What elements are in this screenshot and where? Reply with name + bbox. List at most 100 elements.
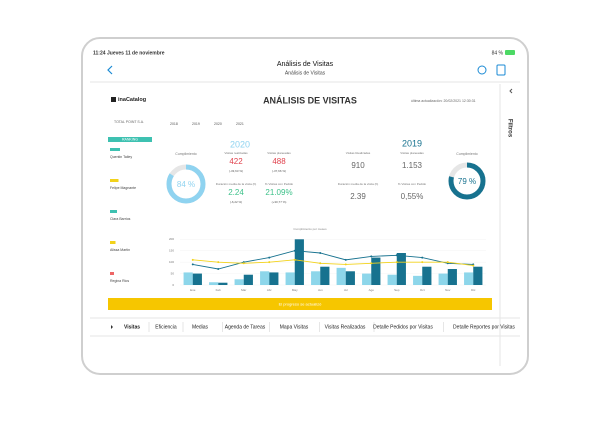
chart-title: Cumplimiento por meses (293, 227, 327, 231)
x-tick-label: Dic (471, 288, 476, 292)
bar (473, 266, 483, 285)
kpi-value: 2.39 (350, 192, 366, 201)
line-point (344, 263, 347, 266)
tab[interactable]: Detalle Reportes por Visitas (453, 324, 515, 330)
kpi-value: 488 (272, 157, 286, 166)
ranking-name[interactable]: Clara Barrios (110, 217, 131, 221)
bar (209, 282, 219, 285)
line-point (421, 261, 424, 264)
bar (269, 272, 279, 285)
ranking-bar (108, 137, 152, 142)
line-point (268, 256, 271, 259)
year-filter[interactable]: 2020 (214, 122, 222, 126)
line-point (293, 258, 296, 261)
line-point (191, 263, 194, 266)
kpi-label: % Visitas con Pedido (265, 182, 293, 186)
kpi-change: (-6,22 %) (230, 200, 242, 204)
kpi-value: 1.153 (402, 161, 423, 170)
bar (218, 282, 228, 285)
tab[interactable]: Visitas (124, 324, 140, 330)
company: TOTAL POINT S.A. (114, 120, 144, 124)
tab[interactable]: Detalle Pedidos por Visitas (373, 324, 433, 330)
tab[interactable]: Mapa Visitas (280, 324, 309, 330)
y-tick-label: 200 (169, 237, 174, 241)
bar (387, 274, 397, 285)
line-point (472, 264, 475, 267)
banner (108, 298, 492, 310)
time: 11:24 (93, 50, 106, 56)
line-point (370, 262, 373, 265)
date: Jueves 11 de noviembre (107, 50, 165, 56)
tab[interactable]: Medias (192, 324, 209, 330)
tab[interactable]: Eficiencia (155, 324, 177, 330)
ranking-bar (110, 241, 116, 244)
bar (192, 273, 202, 285)
bar (260, 271, 270, 285)
bar (362, 273, 372, 285)
kpi-change: (-33,63 %) (229, 169, 243, 173)
ranking-name[interactable]: Felipe Magnante (110, 186, 136, 190)
bar (183, 272, 193, 285)
last-update: última actualización: 20/02/2021 12:30:3… (411, 99, 476, 103)
bar (336, 267, 346, 285)
x-tick-label: Feb (216, 288, 222, 292)
export-icon[interactable] (496, 64, 506, 76)
x-tick-label: Nov (445, 288, 451, 292)
tab[interactable]: Agenda de Tareas (225, 324, 266, 330)
kpi-label: Cumplimiento (175, 152, 196, 156)
bar (464, 272, 474, 285)
line-point (217, 268, 220, 270)
ranking-name[interactable]: Alissa Martin (110, 248, 130, 252)
view-icon[interactable] (477, 65, 487, 75)
line-point (370, 255, 373, 258)
line-point (293, 249, 296, 252)
ranking-bar (110, 179, 119, 182)
x-tick-label: Oct (420, 288, 425, 292)
kpi-label: Visitas planeadas (267, 151, 291, 155)
ranking: RANKING (122, 138, 138, 142)
kpi-label: % Visitas con Pedido (398, 182, 426, 186)
line-point (395, 254, 398, 257)
nav-title: Análisis de Visitas (277, 61, 334, 68)
donut-label: 79 % (458, 177, 476, 186)
kpi-label: Duración media de la visita (h) (216, 182, 257, 186)
screen (90, 46, 520, 366)
filters[interactable]: Filtros (506, 119, 512, 138)
bar (422, 266, 432, 285)
kpi-label: Visitas Realizadas (346, 151, 371, 155)
year-previous: 2019 (402, 138, 422, 148)
battery: 84 % (492, 50, 504, 56)
kpi-value: 422 (229, 157, 243, 166)
year-filter[interactable]: 2019 (192, 122, 200, 126)
tab[interactable]: Visitas Realizadas (325, 324, 366, 330)
year-filter[interactable]: 2018 (170, 122, 178, 126)
line-point (446, 261, 449, 264)
y-tick-label: 150 (169, 249, 174, 253)
nav-subtitle: Análisis de Visitas (285, 70, 326, 76)
donut-arc (166, 164, 206, 204)
kpi-change: (+30,77 %) (272, 200, 287, 204)
bar (413, 275, 423, 285)
tab-arrow[interactable] (111, 325, 113, 329)
bar (285, 272, 295, 285)
year-filter[interactable]: 2021 (236, 122, 244, 126)
ranking-name[interactable]: Quentin Tailey (110, 155, 132, 159)
x-tick-label: Abr (267, 288, 272, 292)
bar (371, 257, 381, 285)
kpi-label: Visitas planeadas (400, 151, 424, 155)
banner-text: El progreso se actualizó (279, 302, 322, 307)
bar (438, 273, 448, 285)
collapse-button[interactable] (509, 88, 513, 94)
x-tick-label: Ene (190, 288, 196, 292)
x-tick-label: Sep (394, 288, 400, 292)
logo: inaCatalog (118, 97, 146, 103)
line-point (319, 252, 322, 254)
ranking-name[interactable]: Regina Rios (110, 279, 129, 283)
kpi-change: (-37,66 %) (272, 169, 286, 173)
back-button[interactable] (107, 65, 113, 75)
battery-icon (505, 50, 515, 55)
kpi-value: 21.09% (265, 188, 292, 197)
bar (243, 274, 253, 285)
year-current: 2020 (230, 139, 250, 149)
